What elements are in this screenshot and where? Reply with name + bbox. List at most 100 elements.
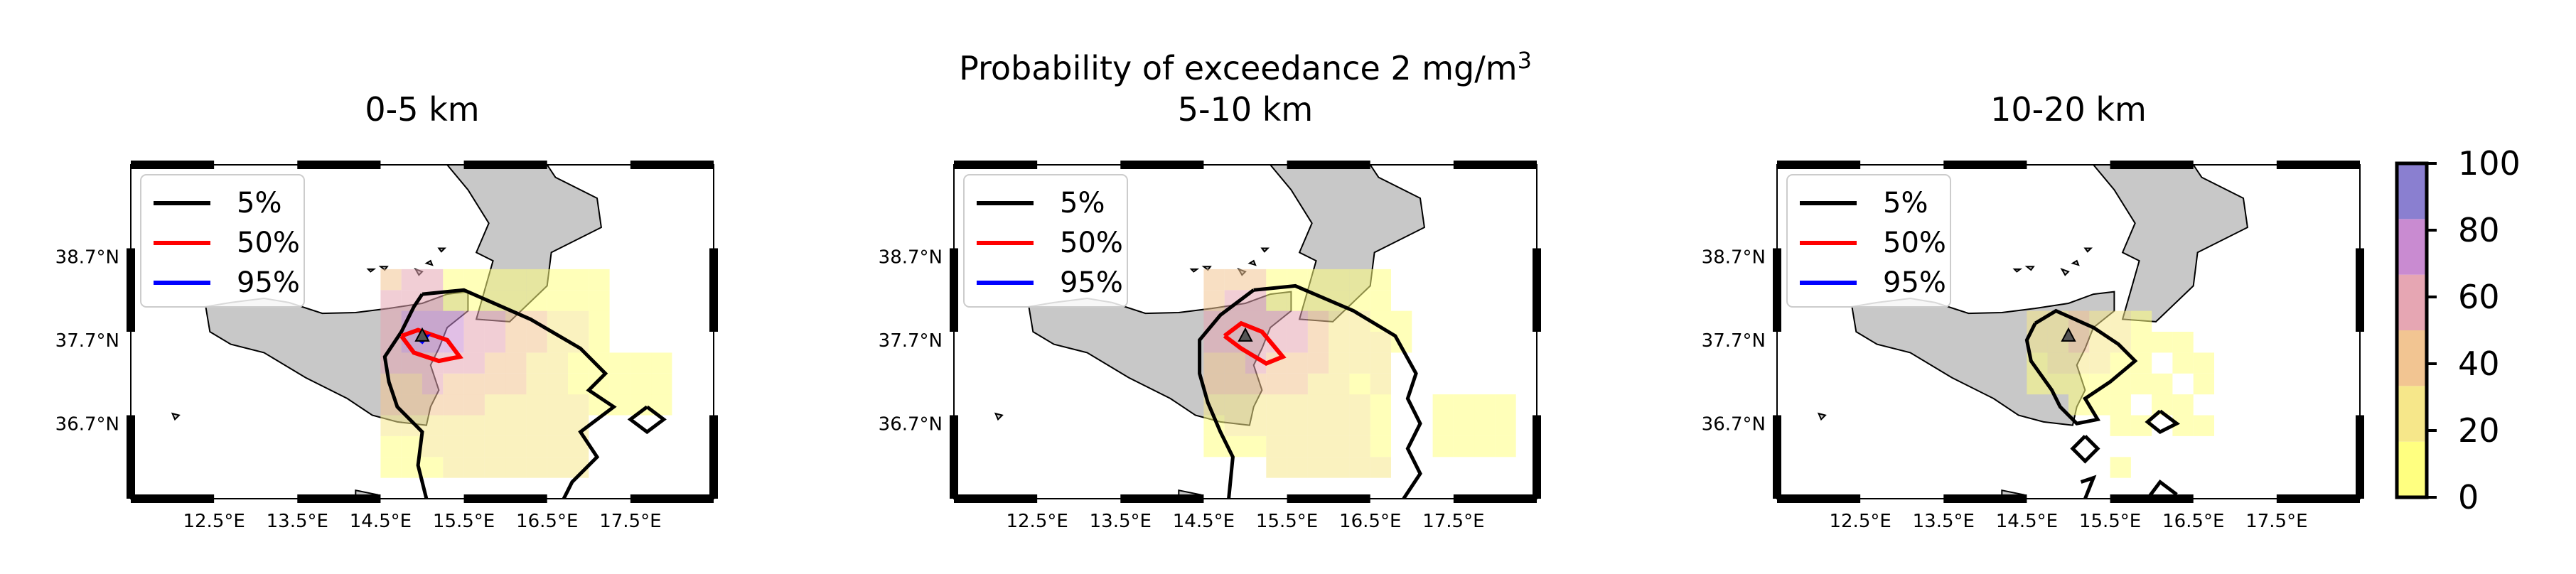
probability-cell: [2110, 394, 2131, 416]
probability-cell: [443, 269, 464, 291]
colorbar-segment: [2397, 274, 2427, 330]
probability-cell: [463, 457, 485, 478]
legend-label: 5%: [1060, 187, 1105, 220]
x-tick-label: 14.5°E: [1173, 511, 1235, 532]
colorbar-tick-label: 80: [2458, 211, 2500, 249]
probability-cell: [1329, 394, 1350, 416]
probability-cell: [484, 394, 506, 416]
panel-title: 0-5 km: [365, 90, 479, 129]
probability-cell: [1349, 269, 1370, 291]
probability-cell: [1329, 415, 1350, 436]
probability-cell: [1266, 290, 1287, 311]
probability-cell: [1203, 373, 1225, 395]
frame-band: [1120, 494, 1204, 503]
probability-cell: [1287, 352, 1308, 374]
probability-cell: [1432, 415, 1454, 436]
vent-triangle-icon: [414, 327, 430, 342]
legend: 5% 50% 95%: [140, 174, 305, 308]
probability-cell: [2130, 415, 2152, 436]
frame-band: [1773, 248, 1781, 332]
probability-cell: [380, 310, 402, 332]
probability-cell: [1307, 332, 1329, 353]
frame-band: [297, 161, 381, 169]
probability-cell: [1287, 290, 1308, 311]
probability-cell: [1349, 352, 1370, 374]
contour-5-line: [2024, 308, 2138, 426]
probability-cell: [380, 269, 402, 291]
x-tick-label: 16.5°E: [516, 511, 578, 532]
y-tick-label: 36.7°N: [55, 413, 119, 435]
frame-band: [2110, 161, 2194, 169]
vent-triangle-icon: [1238, 327, 1253, 342]
probability-cell: [505, 332, 527, 353]
probability-cell: [401, 415, 422, 436]
colorbar-tick-label: 60: [2458, 278, 2500, 316]
contour-5-line: [627, 405, 667, 435]
probability-cell: [1266, 373, 1287, 395]
probability-cell: [589, 352, 610, 374]
x-tick-label: 16.5°E: [2162, 511, 2224, 532]
frame-band: [1453, 161, 1537, 169]
frame-band: [1453, 494, 1537, 503]
probability-cell: [1307, 373, 1329, 395]
island: [366, 268, 377, 273]
probability-cell: [547, 394, 568, 416]
probability-cell: [1203, 290, 1225, 311]
x-tick-label: 15.5°E: [433, 511, 495, 532]
probability-cell: [547, 373, 568, 395]
frame-band: [1943, 494, 2027, 503]
x-tick-label: 17.5°E: [2245, 511, 2307, 532]
probability-cell: [1349, 332, 1370, 353]
probability-cell: [547, 352, 568, 374]
colorbar: 0 20 40 60 80 100: [2395, 144, 2521, 516]
probability-cell: [1370, 332, 1391, 353]
probability-cell: [1495, 415, 1516, 436]
probability-cell: [443, 373, 464, 395]
legend-label: 5%: [237, 187, 281, 220]
x-tick-label: 12.5°E: [1829, 511, 1891, 532]
probability-cell: [1307, 394, 1329, 416]
probability-cell: [1370, 373, 1391, 395]
probability-cell: [1287, 310, 1308, 332]
island: [1201, 266, 1212, 271]
probability-cell: [568, 352, 589, 374]
probability-cell: [1329, 310, 1350, 332]
probability-cell: [1307, 269, 1329, 291]
contour-50-line: [399, 327, 463, 364]
probability-cell: [2193, 415, 2214, 436]
probability-cell: [505, 394, 527, 416]
probability-cell: [547, 269, 568, 291]
figure-title: Probability of exceedance 2 mg/m3: [959, 47, 1532, 87]
probability-cell: [1245, 435, 1267, 457]
probability-cell: [1307, 415, 1329, 436]
frame-band: [1777, 494, 1861, 503]
probability-cell: [463, 269, 485, 291]
probability-cell: [1203, 435, 1225, 457]
contour-5-line: [382, 293, 429, 499]
probability-cell: [505, 373, 527, 395]
probability-cell: [2172, 394, 2194, 416]
probability-cell: [2068, 352, 2090, 374]
map-panel-2: 5-10 km 12.5°E 13.5°E 14.5°E 15.5°E 16.5°E 17.…: [879, 90, 1541, 532]
probability-cell: [526, 352, 547, 374]
island: [437, 247, 447, 253]
calabria-land: [2092, 165, 2248, 323]
probability-cell: [2110, 373, 2131, 395]
probability-cell: [380, 457, 402, 478]
x-tick-label: 13.5°E: [1913, 511, 1975, 532]
legend-box: [140, 174, 305, 308]
legend-label: 95%: [1060, 266, 1123, 299]
probability-cell: [1453, 394, 1475, 416]
legend-label: 50%: [1883, 227, 1946, 259]
y-tick-label: 37.7°N: [879, 330, 943, 352]
frame-band: [1773, 415, 1781, 499]
probability-cell: [401, 394, 422, 416]
probability-cell: [1453, 435, 1475, 457]
probability-cell: [1203, 269, 1225, 291]
legend-label: 5%: [1883, 187, 1928, 220]
frame-band: [950, 248, 958, 332]
probability-cell: [1307, 352, 1329, 374]
frame-band: [709, 248, 718, 332]
probability-cell: [1432, 394, 1454, 416]
